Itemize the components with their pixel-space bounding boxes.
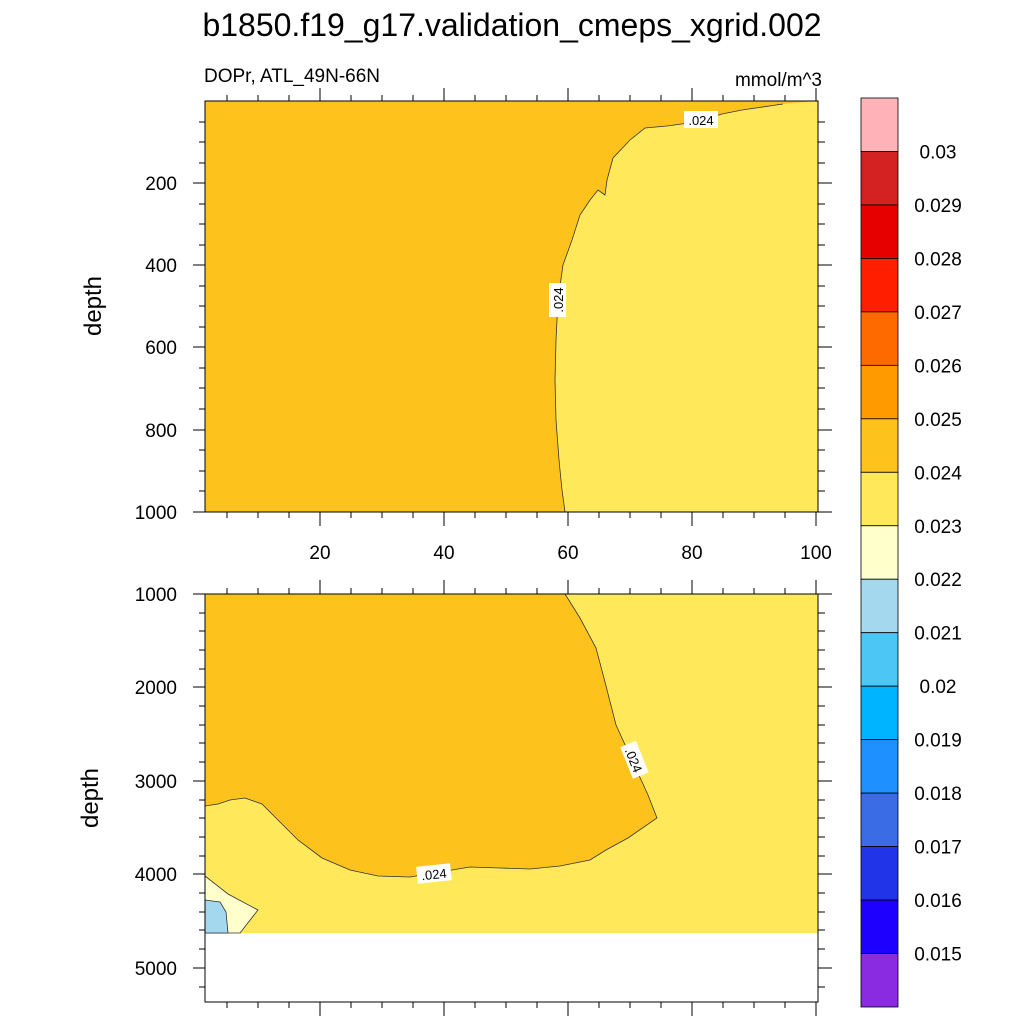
upper-xtick-label: 80 xyxy=(681,543,702,564)
colorbar-swatch xyxy=(860,685,899,741)
colorbar-label: 0.022 xyxy=(914,570,962,591)
colorbar-label: 0.026 xyxy=(914,356,962,377)
upper-contour-line xyxy=(554,103,784,513)
lower-ytick-label: 5000 xyxy=(135,959,177,980)
colorbar-label: 0.019 xyxy=(914,731,962,752)
lower-panel: .024 .024 1000 2000 xyxy=(77,580,832,1016)
lower-ytick-label: 1000 xyxy=(135,585,177,606)
upper-xtick-label: 60 xyxy=(557,543,578,564)
colorbar-swatch xyxy=(860,899,899,954)
colorbar-label: 0.016 xyxy=(914,891,962,912)
upper-ytick-label: 800 xyxy=(145,421,177,442)
upper-contour-label-side: .024 xyxy=(551,287,566,312)
lower-ytick-label: 4000 xyxy=(135,865,177,886)
colorbar-label: 0.015 xyxy=(914,945,962,966)
lower-contour-line-main xyxy=(204,593,658,878)
colorbar-swatch xyxy=(860,418,899,473)
colorbar-label: 0.027 xyxy=(914,303,962,324)
colorbar-label: 0.018 xyxy=(914,784,962,805)
upper-xtick-label: 20 xyxy=(309,543,330,564)
colorbar-label: 0.017 xyxy=(914,838,962,859)
chart-title: b1850.f19_g17.validation_cmeps_xgrid.002 xyxy=(202,7,821,43)
colorbar-label: 0.023 xyxy=(914,517,962,538)
upper-ytick-label: 600 xyxy=(145,338,177,359)
upper-ytick-label: 200 xyxy=(145,174,177,195)
lower-ylabel: depth xyxy=(77,768,104,828)
colorbar-swatch xyxy=(860,792,899,847)
upper-panel-region-023 xyxy=(555,101,818,512)
colorbar-label: 0.029 xyxy=(914,196,962,217)
lower-ytick-label: 2000 xyxy=(135,678,177,699)
colorbar-label: 0.02 xyxy=(920,677,957,698)
colorbar-swatch xyxy=(860,846,899,901)
units-label: mmol/m^3 xyxy=(735,70,822,91)
colorbar-swatch xyxy=(860,632,899,687)
lower-panel-frame xyxy=(204,593,819,1003)
colorbar-swatch xyxy=(860,151,899,206)
variable-label: DOPr, ATL_49N-66N xyxy=(204,66,380,87)
colorbar-swatch xyxy=(860,204,899,259)
colorbar-swatch xyxy=(860,311,899,366)
upper-contour-label-top: .024 xyxy=(688,113,713,128)
colorbar-swatch xyxy=(860,739,899,794)
upper-ytick-label: 400 xyxy=(145,256,177,277)
upper-panel: .024 .024 200 400 xyxy=(80,88,832,564)
lower-ytick-label: 3000 xyxy=(135,772,177,793)
lower-panel-region-024 xyxy=(205,594,657,877)
colorbar-label: 0.03 xyxy=(920,142,957,163)
colorbar-label: 0.021 xyxy=(914,624,962,645)
lower-contour-label-bottom: .024 xyxy=(421,866,448,884)
upper-xtick-label: 100 xyxy=(800,543,832,564)
colorbar-swatch xyxy=(860,525,899,580)
colorbar-swatch xyxy=(860,97,899,152)
colorbar-swatch xyxy=(860,471,899,527)
colorbar-label: 0.025 xyxy=(914,410,962,431)
colorbar-swatch xyxy=(860,258,899,313)
colorbar-label: 0.024 xyxy=(914,463,962,484)
upper-ylabel: depth xyxy=(80,276,107,336)
colorbar-label: 0.028 xyxy=(914,249,962,270)
colorbar-swatch xyxy=(860,578,899,634)
upper-ytick-label: 1000 xyxy=(135,503,177,524)
upper-xtick-label: 40 xyxy=(433,543,454,564)
colorbar: 0.03 0.029 0.028 0.027 0.026 0.025 0.024 0.023 0… xyxy=(860,97,962,1008)
colorbar-swatch xyxy=(860,953,899,1008)
colorbar-swatch xyxy=(860,364,899,420)
